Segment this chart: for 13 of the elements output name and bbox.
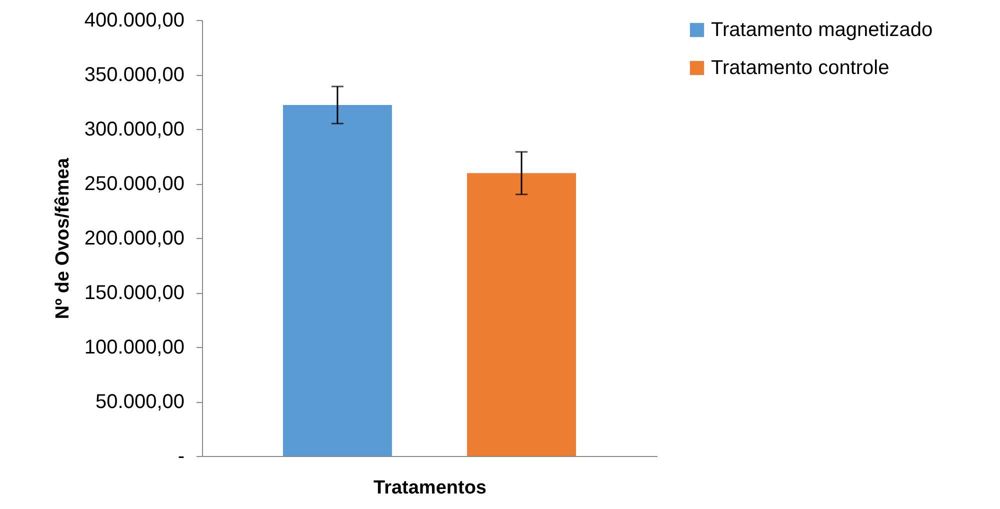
y-tick-label: 350.000,00 — [84, 64, 184, 86]
x-axis-title: Tratamentos — [374, 478, 486, 498]
y-tick-label: 150.000,00 — [84, 282, 184, 304]
legend-label: Tratamento magnetizado — [711, 19, 933, 41]
y-tick-label: 50.000,00 — [96, 391, 184, 413]
y-tick-label: - — [178, 446, 184, 468]
y-tick-label: 300.000,00 — [84, 118, 184, 140]
y-tick-label: 200.000,00 — [84, 228, 184, 250]
legend-label: Tratamento controle — [711, 57, 890, 79]
y-axis-title: Nº de Ovos/fêmea — [52, 158, 74, 320]
y-tick-label: 100.000,00 — [84, 336, 184, 358]
y-tick-label: 250.000,00 — [84, 173, 184, 195]
y-tick-label: 400.000,00 — [84, 10, 184, 32]
